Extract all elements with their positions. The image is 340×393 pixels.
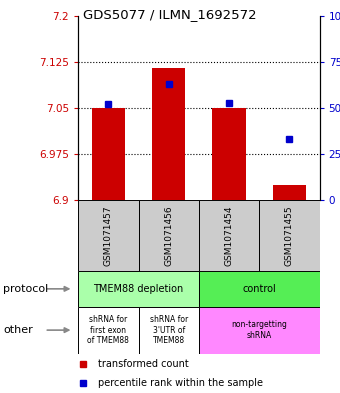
Text: control: control [242,284,276,294]
Bar [273,185,306,200]
Text: GSM1071456: GSM1071456 [164,206,173,266]
Bar [152,68,185,200]
Text: other: other [3,325,33,335]
Bar [78,307,139,354]
Text: GSM1071457: GSM1071457 [104,206,113,266]
Text: non-targetting
shRNA: non-targetting shRNA [231,320,287,340]
Text: shRNA for
3'UTR of
TMEM88: shRNA for 3'UTR of TMEM88 [150,315,188,345]
Text: protocol: protocol [3,284,49,294]
Text: percentile rank within the sample: percentile rank within the sample [98,378,262,388]
Text: GSM1071454: GSM1071454 [225,206,234,266]
Bar [199,200,259,271]
Text: transformed count: transformed count [98,358,188,369]
Text: GSM1071455: GSM1071455 [285,206,294,266]
Bar [259,200,320,271]
Bar [78,271,199,307]
Bar [199,271,320,307]
Bar [199,307,320,354]
Bar [78,200,139,271]
Text: shRNA for
first exon
of TMEM88: shRNA for first exon of TMEM88 [87,315,129,345]
Bar [92,108,125,200]
Bar [139,200,199,271]
Bar [139,307,199,354]
Text: TMEM88 depletion: TMEM88 depletion [94,284,184,294]
Bar [212,108,246,200]
Text: GDS5077 / ILMN_1692572: GDS5077 / ILMN_1692572 [83,8,257,21]
